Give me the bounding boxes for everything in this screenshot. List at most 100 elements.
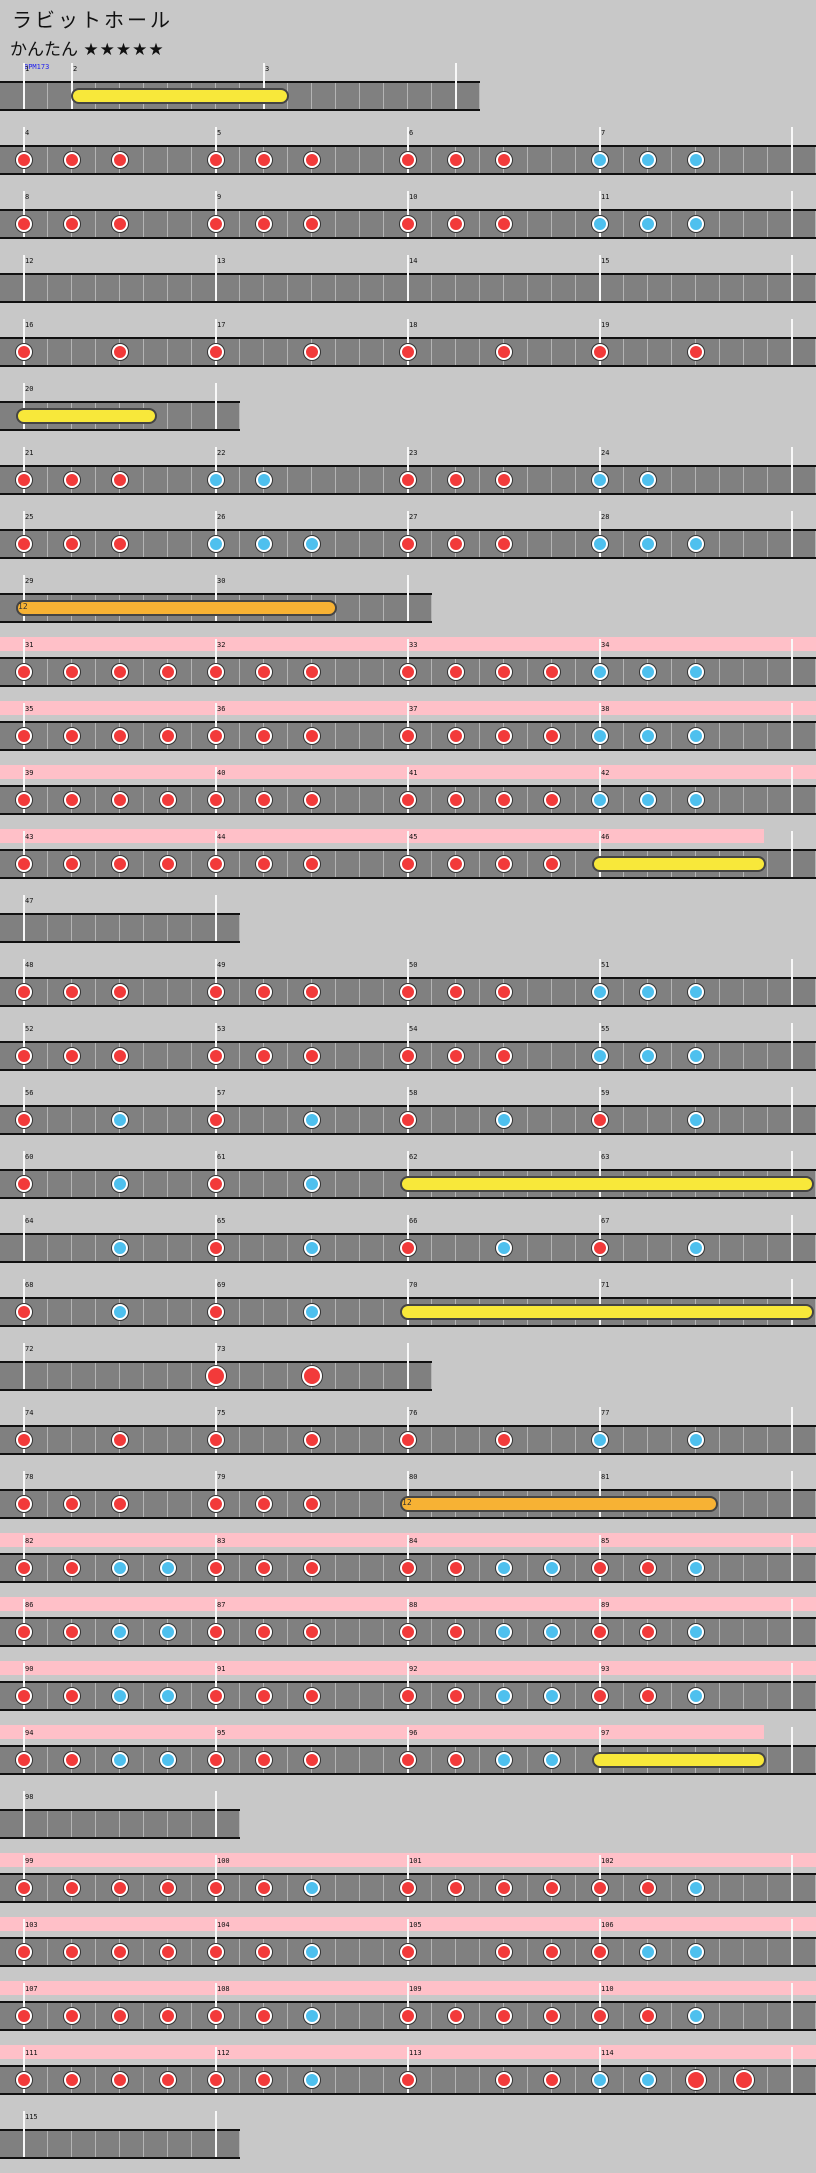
don-note [256, 1944, 272, 1960]
don-note [208, 2072, 224, 2088]
measure-number: 25 [25, 513, 34, 521]
barline [455, 63, 457, 109]
don-note [208, 984, 224, 1000]
don-note [16, 536, 32, 552]
measure-number: 113 [409, 2049, 422, 2057]
don-note [448, 1048, 464, 1064]
ka-note [304, 1240, 320, 1256]
don-note [112, 2008, 128, 2024]
measure-number: 43 [25, 833, 34, 841]
ka-note [208, 472, 224, 488]
don-note [64, 216, 80, 232]
don-note [496, 2008, 512, 2024]
don-note [112, 984, 128, 1000]
don-note [688, 344, 704, 360]
don-note [544, 2072, 560, 2088]
barline [23, 127, 25, 173]
measure-number: 26 [217, 513, 226, 521]
don-note [208, 2008, 224, 2024]
barline [215, 1151, 217, 1197]
measure-number: 20 [25, 385, 34, 393]
chart-row: 56 57 58 59 [0, 1085, 816, 1149]
don-note [112, 664, 128, 680]
measure-number: 5 [217, 129, 222, 137]
don-note [448, 664, 464, 680]
measure-number: 62 [409, 1153, 418, 1161]
don-note [256, 1752, 272, 1768]
don-note [304, 216, 320, 232]
ka-note [496, 1560, 512, 1576]
barline [599, 191, 601, 237]
don-note [400, 1880, 416, 1896]
measure-number: 31 [25, 641, 34, 649]
ka-note [688, 152, 704, 168]
don-note [208, 1432, 224, 1448]
don-note [640, 1560, 656, 1576]
don-note [256, 856, 272, 872]
don-note [64, 1688, 80, 1704]
barline [215, 1471, 217, 1517]
don-note [448, 856, 464, 872]
don-note [592, 1944, 608, 1960]
don-note [160, 856, 176, 872]
measure-number: 77 [601, 1409, 610, 1417]
song-title: ラビットホール [12, 8, 173, 32]
measure-number: 94 [25, 1729, 34, 1737]
don-note [256, 984, 272, 1000]
barline [215, 191, 217, 237]
measure-number: 95 [217, 1729, 226, 1737]
barline [599, 1983, 601, 2029]
balloon-count: 12 [402, 1498, 412, 1507]
don-note [496, 856, 512, 872]
don-note [400, 1560, 416, 1576]
barline [215, 575, 217, 621]
don-note [304, 1624, 320, 1640]
barline [407, 1343, 409, 1389]
chart-row: 98 [0, 1789, 816, 1853]
measure-number: 76 [409, 1409, 418, 1417]
measure-number: 7 [601, 129, 606, 137]
barline [407, 575, 409, 621]
don-note [544, 664, 560, 680]
barline [23, 1727, 25, 1773]
don-note [448, 216, 464, 232]
measure-number: 111 [25, 2049, 38, 2057]
barline [407, 191, 409, 237]
barline [599, 1087, 601, 1133]
gogo-highlight [0, 829, 764, 843]
ka-note [112, 1112, 128, 1128]
measure-number: 102 [601, 1857, 614, 1865]
don-note [304, 1496, 320, 1512]
ka-note [688, 664, 704, 680]
chart-row: 68 69 70 71 [0, 1277, 816, 1341]
ka-note [640, 536, 656, 552]
barline [23, 1983, 25, 2029]
barline [23, 639, 25, 685]
don-note [496, 664, 512, 680]
chart-row: 29 30 12 [0, 573, 816, 637]
barline [215, 1663, 217, 1709]
ka-note [688, 1432, 704, 1448]
don-note [256, 1496, 272, 1512]
barline [791, 1983, 793, 2029]
big-don-note [206, 1366, 226, 1386]
barline [791, 1407, 793, 1453]
don-note [400, 216, 416, 232]
measure-number: 48 [25, 961, 34, 969]
ka-note [304, 536, 320, 552]
ka-note [688, 792, 704, 808]
barline [599, 703, 601, 749]
don-note [496, 728, 512, 744]
don-note [592, 1880, 608, 1896]
don-note [208, 1176, 224, 1192]
ka-note [592, 216, 608, 232]
don-note [16, 1688, 32, 1704]
barline [23, 447, 25, 493]
barline [791, 703, 793, 749]
barline [599, 1151, 601, 1197]
ka-note [112, 1624, 128, 1640]
don-note [256, 664, 272, 680]
chart-row: 103 104 105 106 [0, 1917, 816, 1981]
chart-row: 8 9 10 11 [0, 189, 816, 253]
barline [23, 895, 25, 941]
